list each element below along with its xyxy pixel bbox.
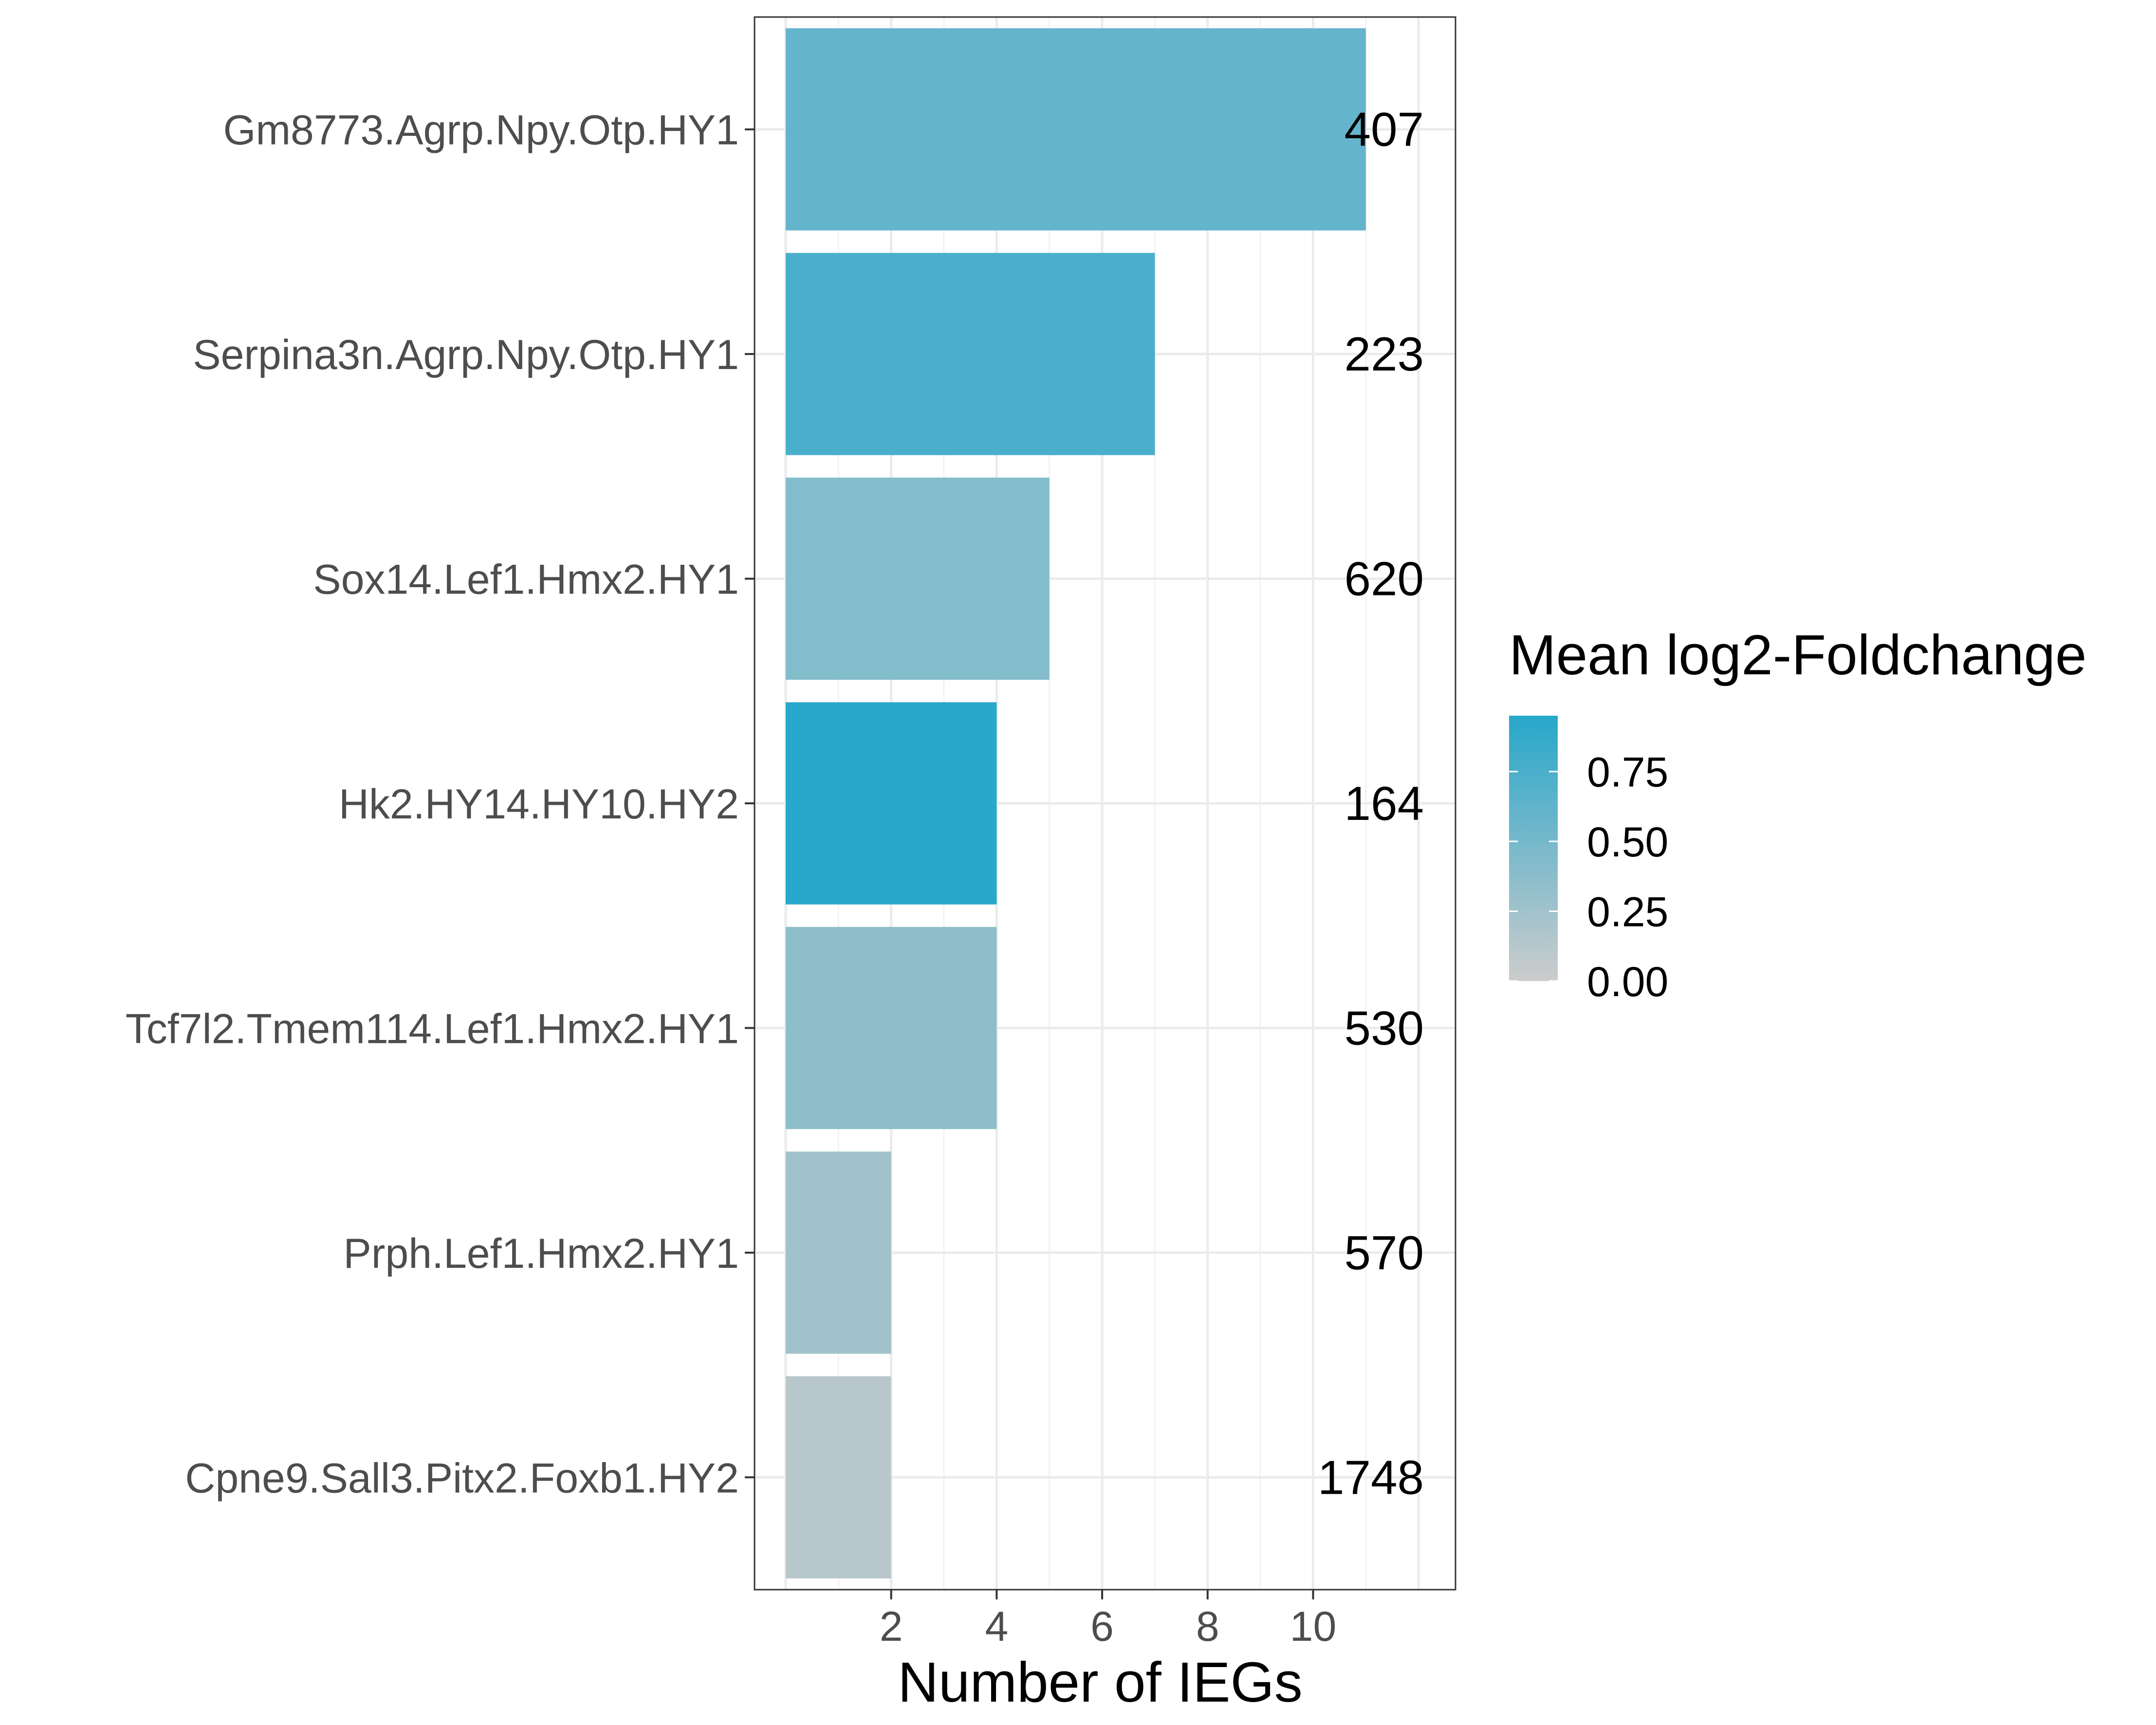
bar bbox=[786, 477, 1050, 680]
bar bbox=[786, 253, 1155, 455]
data-label: 570 bbox=[1344, 1226, 1424, 1280]
y-tick-label: Prph.Lef1.Hmx2.HY1 bbox=[343, 1230, 739, 1277]
x-tick-label: 10 bbox=[1290, 1603, 1337, 1650]
data-label: 1748 bbox=[1318, 1450, 1424, 1504]
bar bbox=[786, 1151, 891, 1354]
y-tick-label: Sox14.Lef1.Hmx2.HY1 bbox=[313, 556, 739, 603]
x-tick-label: 6 bbox=[1090, 1603, 1114, 1650]
bar bbox=[786, 28, 1366, 231]
y-tick-label: Gm8773.Agrp.Npy.Otp.HY1 bbox=[223, 107, 739, 154]
legend-tick-label: 0.50 bbox=[1587, 819, 1668, 866]
data-label: 407 bbox=[1344, 103, 1424, 156]
x-tick-label: 4 bbox=[985, 1603, 1008, 1650]
bar bbox=[786, 702, 997, 905]
legend-tick-label: 0.75 bbox=[1587, 749, 1668, 796]
x-tick-label: 8 bbox=[1196, 1603, 1219, 1650]
bar bbox=[786, 927, 997, 1130]
y-tick-label: Hk2.HY14.HY10.HY2 bbox=[339, 781, 739, 828]
legend: Mean log2-Foldchange 0.75 0.50 0.25 0.00 bbox=[1509, 623, 2087, 1005]
data-label: 620 bbox=[1344, 552, 1424, 606]
y-tick-label: Tcf7l2.Tmem114.Lef1.Hmx2.HY1 bbox=[126, 1005, 739, 1052]
data-labels: 407 223 620 164 530 570 1748 bbox=[1318, 103, 1424, 1504]
legend-tick-label: 0.25 bbox=[1587, 889, 1668, 936]
legend-tick-label: 0.00 bbox=[1587, 959, 1668, 1005]
bars bbox=[786, 28, 1366, 1578]
legend-colorbar bbox=[1509, 716, 1558, 981]
data-label: 223 bbox=[1344, 327, 1424, 381]
legend-ticks: 0.75 0.50 0.25 0.00 bbox=[1509, 749, 1668, 1005]
legend-title: Mean log2-Foldchange bbox=[1509, 623, 2087, 686]
x-axis: 2 4 6 8 10 bbox=[880, 1590, 1337, 1650]
data-label: 164 bbox=[1344, 777, 1424, 830]
y-tick-label: Serpina3n.Agrp.Npy.Otp.HY1 bbox=[193, 332, 739, 378]
bar bbox=[786, 1376, 891, 1578]
x-axis-title: Number of IEGs bbox=[898, 1651, 1303, 1714]
x-tick-label: 2 bbox=[880, 1603, 903, 1650]
y-axis: Gm8773.Agrp.Npy.Otp.HY1 Serpina3n.Agrp.Np… bbox=[126, 107, 755, 1502]
y-tick-label: Cpne9.Sall3.Pitx2.Foxb1.HY2 bbox=[185, 1455, 739, 1502]
data-label: 530 bbox=[1344, 1001, 1424, 1055]
